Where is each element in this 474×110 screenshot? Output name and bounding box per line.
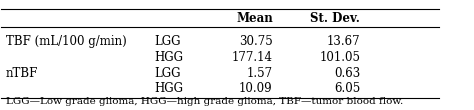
Text: St. Dev.: St. Dev. — [310, 12, 360, 25]
Text: 101.05: 101.05 — [319, 51, 360, 64]
Text: 177.14: 177.14 — [232, 51, 273, 64]
Text: Mean: Mean — [236, 12, 273, 25]
Text: 10.09: 10.09 — [239, 82, 273, 95]
Text: 6.05: 6.05 — [334, 82, 360, 95]
Text: 0.63: 0.63 — [334, 67, 360, 80]
Text: 1.57: 1.57 — [246, 67, 273, 80]
Text: 13.67: 13.67 — [327, 35, 360, 48]
Text: HGG: HGG — [155, 82, 183, 95]
Text: HGG: HGG — [155, 51, 183, 64]
Text: 30.75: 30.75 — [239, 35, 273, 48]
Text: nTBF: nTBF — [6, 67, 38, 80]
Text: LGG: LGG — [155, 35, 181, 48]
Text: LGG—Low grade glioma, HGG—high grade glioma, TBF—tumor blood flow.: LGG—Low grade glioma, HGG—high grade gli… — [6, 97, 403, 106]
Text: TBF (mL/100 g/min): TBF (mL/100 g/min) — [6, 35, 127, 48]
Text: LGG: LGG — [155, 67, 181, 80]
